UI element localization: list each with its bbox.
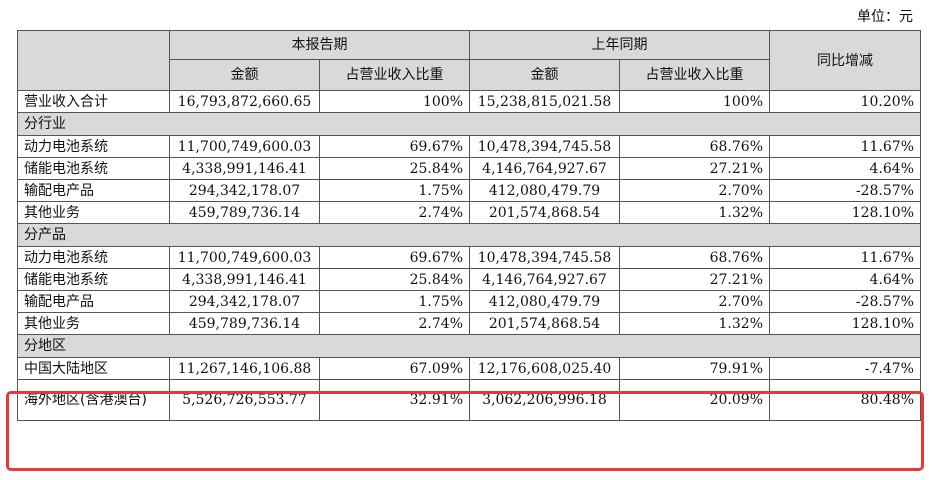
current-ratio-header: 占营业收入比重 bbox=[319, 59, 470, 91]
current-ratio: 69.67% bbox=[319, 246, 470, 269]
current-amount: 11,267,146,106.88 bbox=[169, 357, 320, 380]
table-row: 储能电池系统 4,338,991,146.41 25.84% 4,146,764… bbox=[17, 157, 921, 180]
table-row: 储能电池系统 4,338,991,146.41 25.84% 4,146,764… bbox=[17, 268, 921, 291]
prior-ratio: 68.76% bbox=[619, 246, 770, 269]
current-amount: 4,338,991,146.41 bbox=[169, 268, 320, 291]
row-label: 输配电产品 bbox=[17, 179, 170, 202]
table-row: 动力电池系统 11,700,749,600.03 69.67% 10,478,3… bbox=[17, 135, 921, 158]
current-ratio: 100% bbox=[319, 90, 470, 113]
prior-ratio: 100% bbox=[619, 90, 770, 113]
prior-amount: 412,080,479.79 bbox=[469, 290, 620, 313]
yoy-change: 10.20% bbox=[769, 90, 921, 113]
yoy-change: 11.67% bbox=[769, 246, 921, 269]
table-row: 输配电产品 294,342,178.07 1.75% 412,080,479.7… bbox=[17, 179, 921, 202]
current-ratio: 69.67% bbox=[319, 135, 470, 158]
prior-amount: 4,146,764,927.67 bbox=[469, 157, 620, 180]
table-row: 输配电产品 294,342,178.07 1.75% 412,080,479.7… bbox=[17, 290, 921, 313]
current-amount: 294,342,178.07 bbox=[169, 290, 320, 313]
section-header-region: 分地区 bbox=[17, 334, 921, 358]
table-row: 动力电池系统 11,700,749,600.03 69.67% 10,478,3… bbox=[17, 246, 921, 269]
prior-period-header: 上年同期 bbox=[469, 30, 770, 60]
section-title: 分地区 bbox=[17, 334, 921, 358]
yoy-header: 同比增减 bbox=[769, 30, 921, 91]
yoy-change: 4.64% bbox=[769, 268, 921, 291]
prior-ratio: 1.32% bbox=[619, 201, 770, 224]
prior-ratio: 27.21% bbox=[619, 157, 770, 180]
current-amount: 16,793,872,660.65 bbox=[169, 90, 320, 113]
table-row: 其他业务 459,789,736.14 2.74% 201,574,868.54… bbox=[17, 201, 921, 224]
prior-ratio: 2.70% bbox=[619, 179, 770, 202]
prior-amount: 201,574,868.54 bbox=[469, 312, 620, 335]
total-row: 营业收入合计 16,793,872,660.65 100% 15,238,815… bbox=[17, 90, 921, 113]
row-label: 其他业务 bbox=[17, 201, 170, 224]
row-label: 储能电池系统 bbox=[17, 157, 170, 180]
current-amount-header: 金额 bbox=[169, 59, 320, 91]
yoy-change: 128.10% bbox=[769, 201, 921, 224]
current-amount: 4,338,991,146.41 bbox=[169, 157, 320, 180]
prior-amount: 3,062,206,996.18 bbox=[469, 379, 620, 421]
prior-amount: 4,146,764,927.67 bbox=[469, 268, 620, 291]
current-ratio: 1.75% bbox=[319, 290, 470, 313]
row-label: 动力电池系统 bbox=[17, 246, 170, 269]
corner-header-cell bbox=[17, 30, 170, 91]
yoy-change: 128.10% bbox=[769, 312, 921, 335]
prior-ratio: 20.09% bbox=[619, 379, 770, 421]
row-label: 输配电产品 bbox=[17, 290, 170, 313]
current-ratio: 25.84% bbox=[319, 157, 470, 180]
table-row: 海外地区(含港澳台) 5,526,726,553.77 32.91% 3,062… bbox=[17, 379, 921, 421]
row-label: 储能电池系统 bbox=[17, 268, 170, 291]
current-amount: 459,789,736.14 bbox=[169, 312, 320, 335]
prior-ratio-header: 占营业收入比重 bbox=[619, 59, 770, 91]
current-amount: 11,700,749,600.03 bbox=[169, 135, 320, 158]
prior-ratio: 2.70% bbox=[619, 290, 770, 313]
prior-ratio: 79.91% bbox=[619, 357, 770, 380]
prior-amount: 12,176,608,025.40 bbox=[469, 357, 620, 380]
current-amount: 11,700,749,600.03 bbox=[169, 246, 320, 269]
prior-ratio: 27.21% bbox=[619, 268, 770, 291]
revenue-table: 本报告期 上年同期 同比增减 金额 占营业收入比重 金额 占营业收入比重 营业收… bbox=[17, 30, 921, 421]
row-label: 中国大陆地区 bbox=[17, 357, 170, 380]
current-amount: 5,526,726,553.77 bbox=[169, 379, 320, 421]
current-ratio: 2.74% bbox=[319, 312, 470, 335]
yoy-change: -7.47% bbox=[769, 357, 921, 380]
current-ratio: 1.75% bbox=[319, 179, 470, 202]
prior-amount-header: 金额 bbox=[469, 59, 620, 91]
row-label: 营业收入合计 bbox=[17, 90, 170, 113]
prior-amount: 201,574,868.54 bbox=[469, 201, 620, 224]
yoy-change: -28.57% bbox=[769, 290, 921, 313]
section-title: 分行业 bbox=[17, 112, 921, 136]
prior-ratio: 68.76% bbox=[619, 135, 770, 158]
yoy-change: 80.48% bbox=[769, 379, 921, 421]
yoy-change: -28.57% bbox=[769, 179, 921, 202]
yoy-change: 4.64% bbox=[769, 157, 921, 180]
prior-amount: 412,080,479.79 bbox=[469, 179, 620, 202]
prior-amount: 10,478,394,745.58 bbox=[469, 246, 620, 269]
current-ratio: 25.84% bbox=[319, 268, 470, 291]
current-ratio: 2.74% bbox=[319, 201, 470, 224]
unit-label: 单位：元 bbox=[857, 9, 913, 25]
table-row: 其他业务 459,789,736.14 2.74% 201,574,868.54… bbox=[17, 312, 921, 335]
current-amount: 459,789,736.14 bbox=[169, 201, 320, 224]
current-ratio: 67.09% bbox=[319, 357, 470, 380]
prior-ratio: 1.32% bbox=[619, 312, 770, 335]
section-header-product: 分产品 bbox=[17, 223, 921, 247]
current-ratio: 32.91% bbox=[319, 379, 470, 421]
current-period-header: 本报告期 bbox=[169, 30, 470, 60]
row-label: 其他业务 bbox=[17, 312, 170, 335]
prior-amount: 10,478,394,745.58 bbox=[469, 135, 620, 158]
row-label: 动力电池系统 bbox=[17, 135, 170, 158]
yoy-change: 11.67% bbox=[769, 135, 921, 158]
section-title: 分产品 bbox=[17, 223, 921, 247]
section-header-industry: 分行业 bbox=[17, 112, 921, 136]
table-row: 中国大陆地区 11,267,146,106.88 67.09% 12,176,6… bbox=[17, 357, 921, 380]
row-label: 海外地区(含港澳台) bbox=[17, 379, 170, 421]
prior-amount: 15,238,815,021.58 bbox=[469, 90, 620, 113]
current-amount: 294,342,178.07 bbox=[169, 179, 320, 202]
